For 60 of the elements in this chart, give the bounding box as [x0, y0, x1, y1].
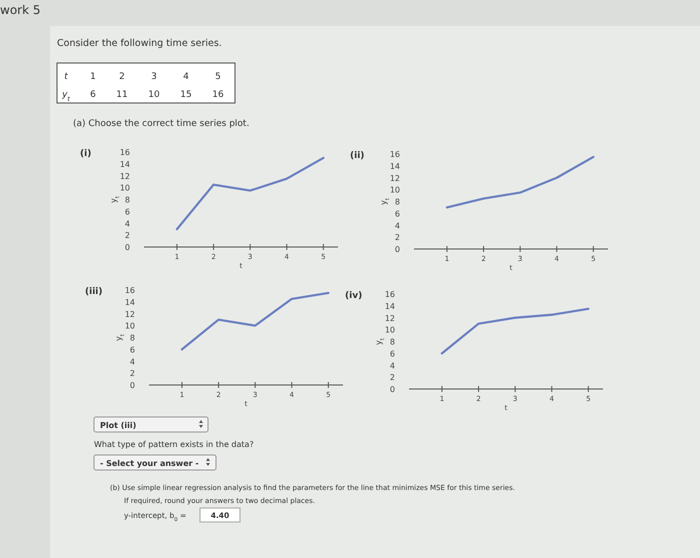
y-tick-label: 4	[124, 219, 130, 228]
y-tick-label: 0	[130, 381, 135, 390]
y-tick-label: 16	[120, 148, 130, 157]
y-tick-label: 0	[124, 243, 130, 252]
line-series	[446, 156, 594, 209]
line-series	[176, 156, 324, 230]
chart-title: (i)	[80, 149, 92, 159]
y-tick-label: 10	[124, 322, 135, 331]
x-tick-label: 3	[151, 72, 157, 82]
line-series	[440, 308, 590, 354]
data-label: 6	[90, 90, 96, 100]
y-tick-label: 12	[120, 172, 130, 181]
chart-title: (iv)	[345, 291, 362, 301]
y-tick-label: 0	[390, 385, 395, 394]
text: What type of pattern exists in the data?	[94, 440, 254, 449]
x-tick-label: 4	[183, 72, 190, 82]
line-series	[180, 292, 330, 350]
y-tick-label: 2	[390, 373, 395, 382]
text: - Select your answer -	[100, 459, 199, 468]
y-tick-label: 6	[390, 349, 395, 358]
data-label: 11	[116, 90, 128, 100]
y-tick-label: 4	[130, 357, 135, 366]
data-label: 15	[180, 90, 192, 100]
y-tick-label: 14	[384, 302, 395, 311]
y-tick-label: 10	[390, 186, 400, 195]
text: (a) Choose the correct time series plot.	[73, 119, 250, 129]
y-tick-label: 12	[124, 310, 135, 319]
y-tick-label: 14	[124, 298, 135, 307]
y-tick-label: 2	[130, 369, 135, 378]
y-tick-label: 14	[390, 162, 400, 171]
y-tick-label: 6	[130, 345, 135, 354]
y-tick-label: 8	[390, 338, 395, 346]
x-tick-label: 5	[215, 72, 221, 82]
chart-title: (iii)	[85, 287, 102, 297]
y-tick-label: 8	[124, 196, 130, 204]
y-tick-label: 10	[120, 184, 130, 193]
y-tick-label: 8	[130, 334, 135, 342]
y-tick-label: 4	[394, 221, 400, 230]
y-tick-label: 16	[390, 150, 400, 159]
y-tick-label: 4	[390, 361, 395, 370]
y-tick-label: 10	[384, 326, 395, 335]
y-tick-label: 2	[124, 231, 130, 240]
y-tick-label: 6	[124, 207, 130, 216]
y-tick-label: 0	[394, 245, 400, 254]
y-tick-label: 14	[120, 160, 130, 169]
data-label: 16	[212, 90, 224, 100]
x-tick-label: 1	[90, 72, 96, 82]
y-tick-label: 12	[384, 314, 395, 323]
y-tick-label: 8	[394, 198, 400, 206]
y-tick-label: 16	[124, 286, 135, 295]
y-tick-label: 16	[384, 290, 395, 299]
y-tick-label: 12	[390, 174, 400, 183]
text: Plot (iii)	[100, 421, 136, 430]
chart-title: (ii)	[350, 151, 364, 161]
y-tick-label: 2	[394, 233, 400, 242]
text: work 5	[0, 3, 40, 17]
data-label: 10	[148, 90, 160, 100]
text: Consider the following time series.	[57, 38, 222, 49]
x-axis-title: t	[64, 72, 68, 82]
y-tick-label: 6	[394, 209, 400, 218]
